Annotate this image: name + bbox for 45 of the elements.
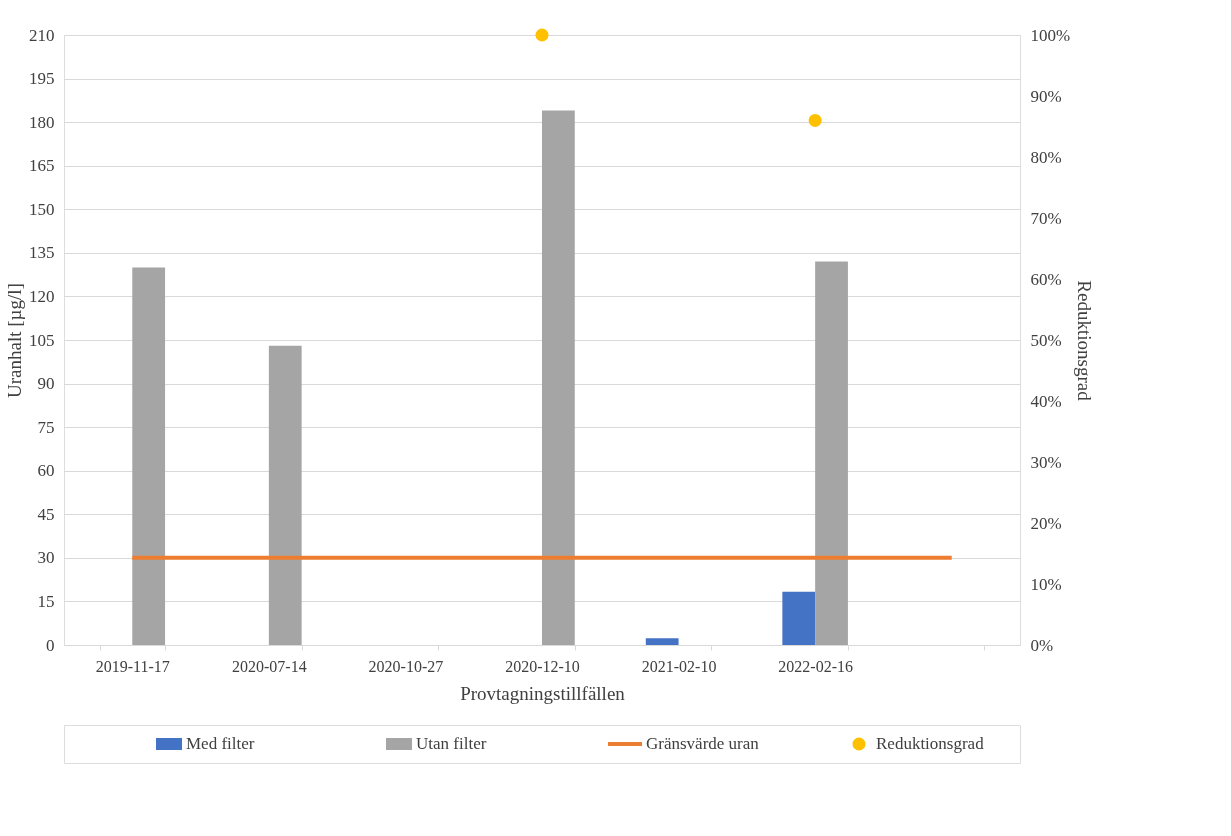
y-tick-label: 90 xyxy=(37,374,55,394)
y-tick-label: 30 xyxy=(37,548,55,568)
y-axis-title: Uranhalt [µg/l] xyxy=(4,283,25,398)
y2-tick-label: 40% xyxy=(1030,391,1062,411)
y2-tick-label: 30% xyxy=(1030,452,1062,472)
x-tick-label: 2019-11-17 xyxy=(95,657,170,675)
y-tick-label: 105 xyxy=(29,330,55,350)
x-tick-label: 2020-12-10 xyxy=(505,657,580,675)
y-tick-label: 60 xyxy=(37,461,55,481)
y2-tick-label: 50% xyxy=(1030,330,1062,350)
y-tick-label: 165 xyxy=(29,156,55,176)
y-tick-label: 135 xyxy=(29,243,55,263)
y-tick-label: 150 xyxy=(29,199,55,219)
legend-label: Med filter xyxy=(186,734,255,753)
x-axis-title: Provtagningstillfällen xyxy=(460,682,626,704)
y-tick-label: 210 xyxy=(29,25,55,45)
legend-label: Utan filter xyxy=(416,734,487,753)
y2-tick-label: 10% xyxy=(1030,574,1062,594)
y-tick-label: 15 xyxy=(37,591,55,611)
y-tick-label: 75 xyxy=(37,417,55,437)
bar xyxy=(782,591,816,645)
y2-tick-label: 80% xyxy=(1030,147,1062,167)
y-tick-label: 120 xyxy=(29,286,55,306)
x-tick-label: 2021-02-10 xyxy=(641,657,717,675)
y2-tick-label: 20% xyxy=(1030,513,1062,533)
y2-tick-label: 0% xyxy=(1030,635,1054,655)
y2-tick-label: 60% xyxy=(1030,269,1062,289)
x-tick-label: 2022-02-16 xyxy=(778,657,853,675)
legend-label: Reduktionsgrad xyxy=(876,734,985,753)
bar xyxy=(132,267,166,645)
y-tick-label: 45 xyxy=(37,504,55,524)
y2-tick-label: 100% xyxy=(1030,25,1071,45)
y2-tick-label: 70% xyxy=(1030,208,1062,228)
y-tick-label: 0 xyxy=(46,635,55,655)
y-tick-label: 195 xyxy=(29,69,55,89)
legend-label: Gränsvärde uran xyxy=(646,734,760,753)
bar xyxy=(815,261,848,645)
bar xyxy=(542,110,575,645)
x-tick-label: 2020-07-14 xyxy=(232,657,307,675)
bar xyxy=(268,345,302,645)
bar xyxy=(645,638,679,645)
y2-tick-label: 90% xyxy=(1030,86,1062,106)
y2-axis-title: Reduktionsgrad xyxy=(1074,280,1096,402)
x-tick-label: 2020-10-27 xyxy=(368,657,444,675)
y-tick-label: 180 xyxy=(29,112,55,132)
